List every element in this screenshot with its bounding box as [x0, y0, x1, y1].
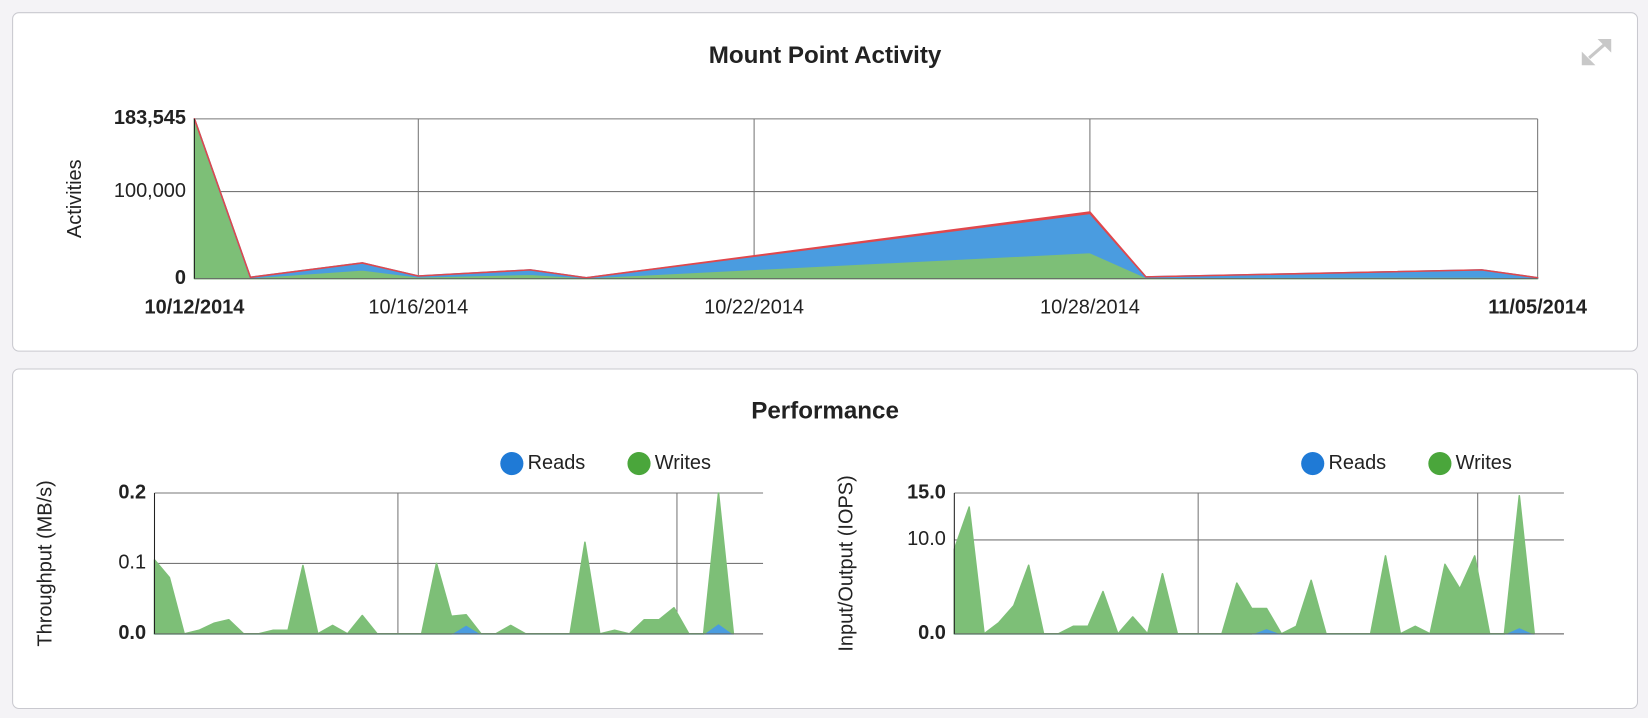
legend-marker — [1301, 452, 1325, 476]
y-tick-label: 183,545 — [114, 107, 186, 129]
legend-label: Writes — [655, 452, 711, 474]
x-tick-label: 11/05/2014 — [1488, 296, 1587, 318]
y-tick-label: 0.2 — [118, 481, 146, 503]
legend-label: Writes — [1456, 452, 1512, 474]
y-tick-label: 100,000 — [114, 180, 186, 202]
legend-marker — [1428, 452, 1452, 476]
y-axis-label: Input/Output (IOPS) — [835, 475, 857, 651]
area — [193, 118, 1539, 279]
y-tick-label: 0.0 — [118, 622, 146, 644]
y-tick-label: 0 — [175, 267, 186, 289]
x-tick-label: 10/28/2014 — [1040, 296, 1140, 318]
x-tick-label: 10/12/2014 — [145, 296, 245, 318]
panel-title: Performance — [751, 397, 899, 424]
y-axis-label: Throughput (MB/s) — [35, 480, 57, 646]
legend-marker — [627, 452, 651, 476]
expand-arrow — [1588, 43, 1606, 60]
y-axis-label: Activities — [64, 159, 86, 238]
y-tick-label: 15.0 — [907, 481, 946, 503]
legend-label: Reads — [528, 452, 586, 474]
legend-label: Reads — [1328, 452, 1386, 474]
y-tick-label: 0.0 — [918, 622, 946, 644]
legend-marker — [500, 452, 524, 476]
x-tick-label: 10/22/2014 — [704, 296, 804, 318]
x-tick-label: 10/16/2014 — [368, 296, 468, 318]
chart-title: Mount Point Activity — [709, 42, 942, 69]
y-tick-label: 10.0 — [907, 528, 946, 550]
y-tick-label: 0.1 — [118, 552, 146, 574]
